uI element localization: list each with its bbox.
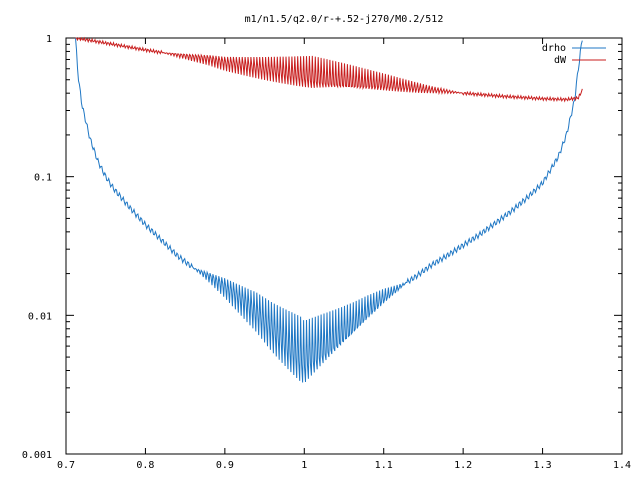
y-tick-label: 0.001 <box>22 450 52 461</box>
chart-title: m1/n1.5/q2.0/r-+.52-j270/M0.2/512 <box>245 14 444 25</box>
x-tick-label: 1 <box>301 460 307 471</box>
y-tick-label: 0.01 <box>28 311 52 322</box>
plot-frame <box>65 37 623 455</box>
x-tick-label: 0.7 <box>57 460 75 471</box>
y-tick-label: 0.1 <box>34 173 52 184</box>
y-tick-label: 1 <box>46 34 52 45</box>
x-tick-label: 1.2 <box>454 460 472 471</box>
x-tick-label: 1.4 <box>613 460 631 471</box>
x-tick-label: 0.8 <box>136 460 154 471</box>
x-tick-label: 1.1 <box>375 460 393 471</box>
legend: drho dW <box>542 43 606 66</box>
x-tick-label: 1.3 <box>534 460 552 471</box>
series-layer <box>75 36 583 383</box>
legend-label-drho: drho <box>542 43 566 54</box>
series-line-dw <box>75 36 583 103</box>
x-tick-label: 0.9 <box>216 460 234 471</box>
legend-label-dw: dW <box>554 55 567 66</box>
x-axis: 0.7 0.8 0.9 1 1.1 1.2 1.3 1.4 <box>57 38 631 471</box>
y-axis: 1 0.1 0.01 0.001 <box>22 34 622 461</box>
series-line-drho <box>75 37 583 383</box>
